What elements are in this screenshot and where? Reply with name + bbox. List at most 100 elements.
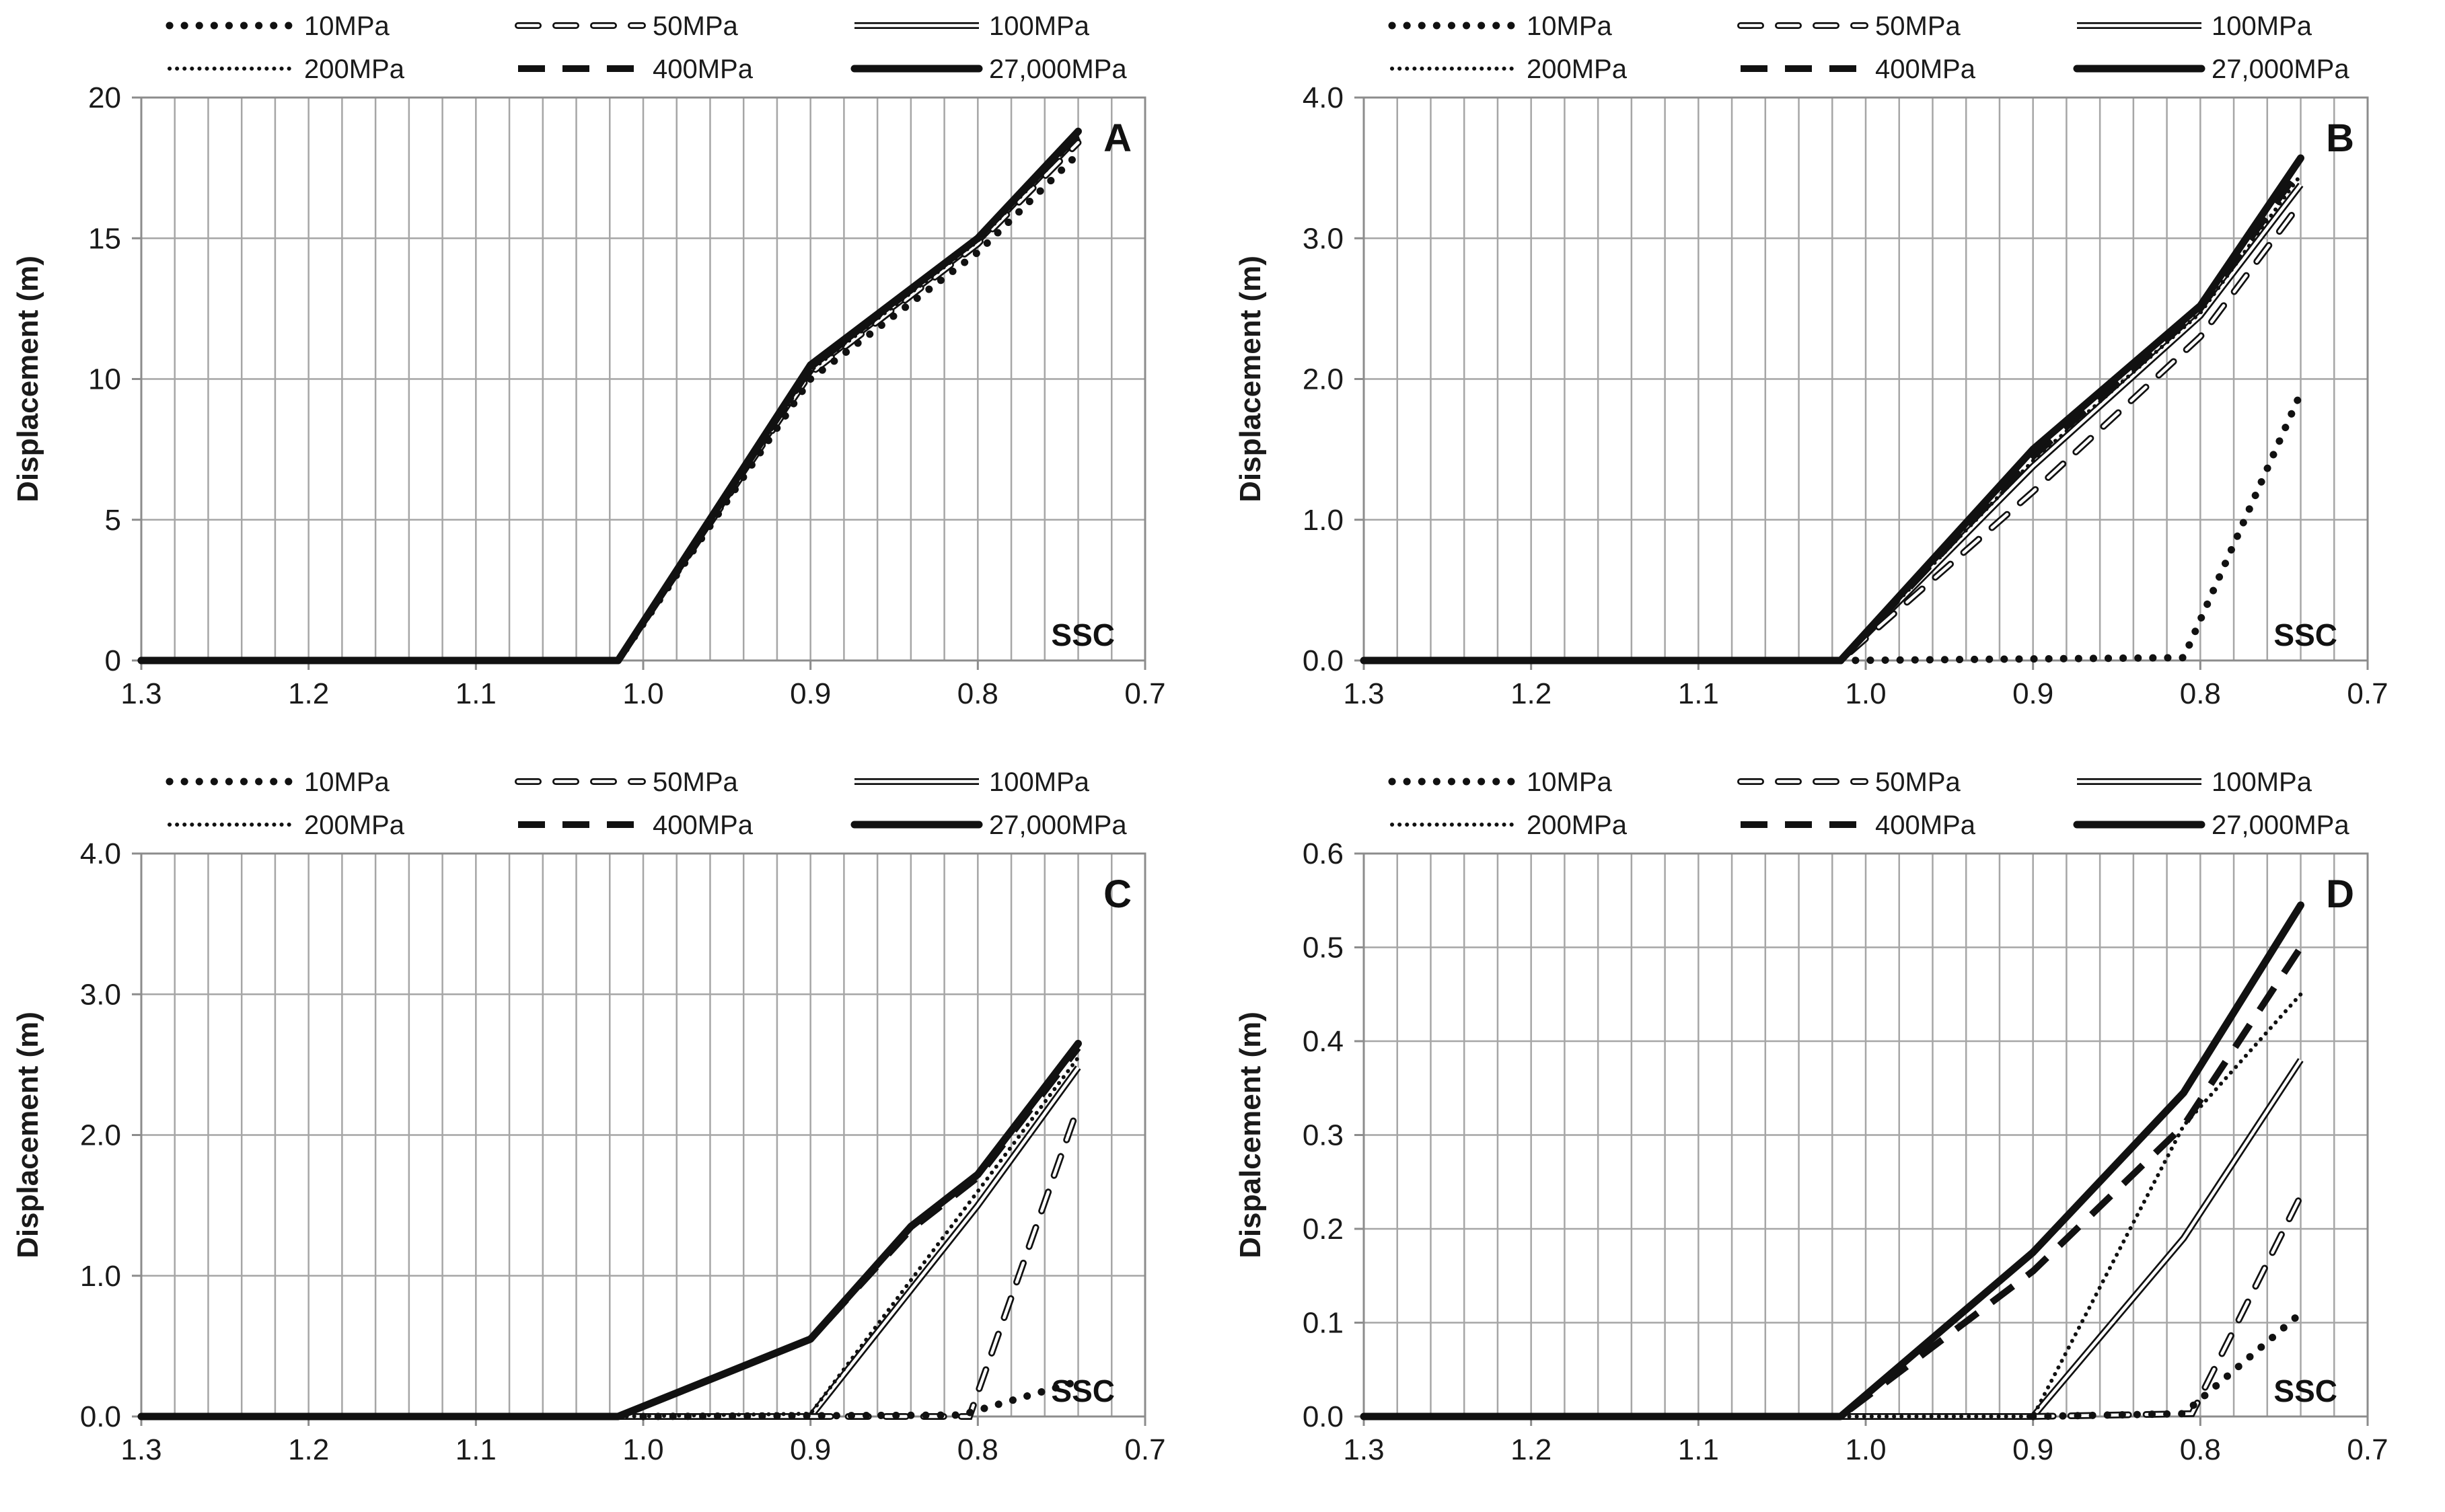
y-axis-title-d: Dispalcement (m) xyxy=(1234,1012,1267,1258)
legend-label-10mpa: 10MPa xyxy=(1527,767,1612,797)
legend-entry-100mpa: 100MPa xyxy=(854,767,1090,797)
series-10mpa-b xyxy=(1837,389,2304,665)
x-axis-b: 1.3 1.2 1.1 1.0 0.9 0.8 0.7 xyxy=(1343,660,2388,710)
series-50mpa-d xyxy=(2029,1193,2304,1420)
x-tick-label: 0.8 xyxy=(957,677,998,710)
x-tick-label: 1.1 xyxy=(455,1433,497,1466)
x-tick-label: 1.3 xyxy=(1343,1433,1384,1466)
legend-entry-10mpa: 10MPa xyxy=(1388,767,1612,797)
y-tick-label: 0.1 xyxy=(1303,1307,1344,1340)
series-27-000mpa-b xyxy=(1360,154,2304,665)
legend-label-50mpa: 50MPa xyxy=(1875,11,1961,41)
y-tick-label: 15 xyxy=(88,222,121,255)
y-axis-c: 0.0 1.0 2.0 3.0 4.0 xyxy=(80,837,141,1433)
y-tick-label: 0.6 xyxy=(1303,837,1344,870)
y-axis-title-b: Displacement (m) xyxy=(1234,256,1267,502)
legend-entry-27-000mpa: 27,000MPa xyxy=(2073,810,2349,840)
chart-c-svg: 10MPa 50MPa 100MPa 200MPa 400MPa 27,000MPa 1.3… xyxy=(11,767,1166,1466)
legend-entry-200mpa: 200MPa xyxy=(168,810,405,840)
chart-panel-d: 10MPa 50MPa 100MPa 200MPa 400MPa 27,000MPa 1.3… xyxy=(1222,756,2445,1512)
legend-label-400mpa: 400MPa xyxy=(1875,810,1976,840)
legend-label-400mpa: 400MPa xyxy=(653,810,754,840)
chart-b-svg: 10MPa 50MPa 100MPa 200MPa 400MPa 27,000MPa 1.3… xyxy=(1234,11,2388,710)
x-tick-label: 1.3 xyxy=(120,677,161,710)
annotation-ssc-b: SSC xyxy=(2273,617,2337,652)
x-tick-label: 0.8 xyxy=(957,1433,998,1466)
panel-letter-c: C xyxy=(1103,872,1132,916)
x-tick-label: 1.0 xyxy=(622,1433,663,1466)
legend-label-27-000mpa: 27,000MPa xyxy=(2212,54,2349,84)
series-line-50mpa-inner xyxy=(2031,1194,2302,1419)
chart-panel-b: 10MPa 50MPa 100MPa 200MPa 400MPa 27,000MPa 1.3… xyxy=(1222,0,2445,756)
x-tick-label: 0.8 xyxy=(2180,677,2221,710)
series-line-27-000mpa xyxy=(137,127,1082,665)
legend-label-10mpa: 10MPa xyxy=(304,767,390,797)
y-tick-label: 10 xyxy=(88,363,121,396)
x-tick-label: 0.9 xyxy=(2012,677,2053,710)
y-tick-label: 3.0 xyxy=(80,978,121,1011)
legend-label-27-000mpa: 27,000MPa xyxy=(2212,810,2349,840)
legend-label-100mpa: 100MPa xyxy=(2212,767,2312,797)
series-line-10mpa xyxy=(2029,1310,2304,1421)
x-tick-label: 0.9 xyxy=(2012,1433,2053,1466)
series-line-10mpa xyxy=(137,150,1082,665)
y-tick-label: 5 xyxy=(105,504,121,537)
x-axis-a: 1.3 1.2 1.1 1.0 0.9 0.8 0.7 xyxy=(120,660,1166,710)
legend-label-100mpa: 100MPa xyxy=(2212,11,2312,41)
y-tick-label: 1.0 xyxy=(1303,504,1344,537)
x-tick-label: 0.7 xyxy=(1124,677,1165,710)
x-tick-label: 1.0 xyxy=(622,677,663,710)
x-tick-label: 0.7 xyxy=(1124,1433,1165,1466)
y-axis-d: 0.0 0.1 0.2 0.3 0.4 0.5 0.6 xyxy=(1303,837,1364,1433)
x-axis-c: 1.3 1.2 1.1 1.0 0.9 0.8 0.7 xyxy=(120,1416,1166,1466)
legend-label-400mpa: 400MPa xyxy=(653,54,754,84)
legend-label-50mpa: 50MPa xyxy=(1875,767,1961,797)
x-tick-label: 1.3 xyxy=(120,1433,161,1466)
y-tick-label: 0.2 xyxy=(1303,1213,1344,1246)
legend-b: 10MPa 50MPa 100MPa 200MPa 400MPa 27,000MPa xyxy=(1388,11,2349,84)
y-tick-label: 0.3 xyxy=(1303,1119,1344,1152)
x-tick-label: 1.2 xyxy=(1510,1433,1552,1466)
series-line-10mpa xyxy=(1837,389,2304,665)
legend-label-50mpa: 50MPa xyxy=(653,11,738,41)
x-tick-label: 0.7 xyxy=(2347,1433,2388,1466)
legend-label-27-000mpa: 27,000MPa xyxy=(989,810,1127,840)
y-tick-label: 2.0 xyxy=(1303,363,1344,396)
legend-entry-200mpa: 200MPa xyxy=(168,54,405,84)
x-tick-label: 1.2 xyxy=(288,1433,329,1466)
legend-label-27-000mpa: 27,000MPa xyxy=(989,54,1127,84)
legend-d: 10MPa 50MPa 100MPa 200MPa 400MPa 27,000MPa xyxy=(1388,767,2349,840)
x-axis-d: 1.3 1.2 1.1 1.0 0.9 0.8 0.7 xyxy=(1343,1416,2388,1466)
y-tick-label: 20 xyxy=(88,81,121,114)
grid-c xyxy=(140,852,1146,1418)
y-axis-title-a: Displacement (m) xyxy=(11,256,44,502)
series-group-b xyxy=(1360,154,2304,665)
x-tick-label: 1.2 xyxy=(1510,677,1552,710)
series-line-10mpa xyxy=(639,1377,1082,1421)
y-tick-label: 4.0 xyxy=(1303,81,1344,114)
x-tick-label: 0.8 xyxy=(2180,1433,2221,1466)
legend-entry-10mpa: 10MPa xyxy=(166,11,390,41)
annotation-ssc-c: SSC xyxy=(1051,1373,1115,1408)
y-tick-label: 0.4 xyxy=(1303,1025,1344,1058)
series-line-27-000mpa xyxy=(1360,901,2304,1421)
legend-label-10mpa: 10MPa xyxy=(304,11,390,41)
legend-label-200mpa: 200MPa xyxy=(304,54,405,84)
x-tick-label: 0.9 xyxy=(790,677,831,710)
legend-label-200mpa: 200MPa xyxy=(1527,810,1628,840)
chart-a-svg: 10MPa 50MPa 100MPa 200MPa 400MPa 27,000MPa 1.3… xyxy=(11,11,1166,710)
series-27-000mpa-d xyxy=(1360,901,2304,1421)
x-tick-label: 1.1 xyxy=(1678,677,1719,710)
series-27-000mpa-c xyxy=(137,1040,1082,1421)
x-tick-label: 1.1 xyxy=(455,677,497,710)
x-tick-label: 1.0 xyxy=(1845,677,1886,710)
legend-entry-100mpa: 100MPa xyxy=(2077,11,2312,41)
y-tick-label: 2.0 xyxy=(80,1119,121,1152)
y-tick-label: 1.0 xyxy=(80,1260,121,1293)
y-axis-a: 0 5 10 15 20 xyxy=(88,81,141,677)
grid-d xyxy=(1362,852,2369,1418)
legend-entry-27-000mpa: 27,000MPa xyxy=(850,810,1127,840)
y-tick-label: 0.0 xyxy=(80,1400,121,1433)
x-tick-label: 1.0 xyxy=(1845,1433,1886,1466)
